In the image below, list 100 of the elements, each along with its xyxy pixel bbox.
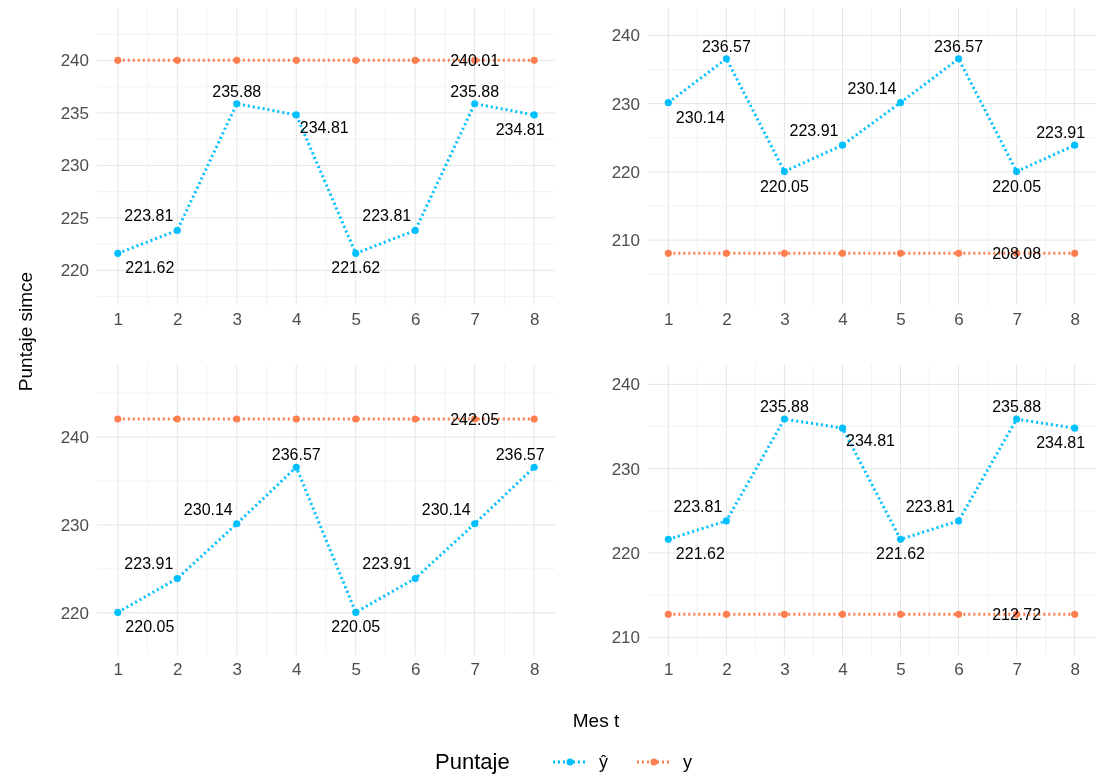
point: [292, 463, 300, 471]
point: [411, 415, 419, 423]
y-tick-label: 230: [611, 459, 640, 479]
y-tick-label: 240: [611, 26, 640, 46]
y-tick-label: 220: [60, 603, 89, 623]
y-tick-label: 240: [60, 51, 89, 71]
x-tick-label: 7: [470, 660, 480, 680]
point: [722, 55, 730, 63]
data-label: 221.62: [876, 545, 926, 563]
point: [664, 610, 672, 618]
point: [1071, 141, 1079, 149]
point: [173, 415, 181, 423]
x-tick-label: 2: [722, 660, 732, 680]
data-label: 212.72: [992, 606, 1042, 624]
data-label: 234.81: [846, 432, 896, 450]
point: [352, 56, 360, 64]
point: [896, 535, 905, 543]
data-label: 220.05: [992, 177, 1042, 195]
point: [1071, 424, 1079, 432]
x-tick-label: 8: [1070, 660, 1080, 680]
point: [352, 249, 360, 257]
point: [471, 520, 479, 528]
point: [173, 226, 181, 234]
data-label: 220.05: [759, 177, 809, 195]
point: [114, 56, 122, 64]
y-tick-label: 220: [611, 543, 640, 563]
point: [114, 415, 122, 423]
x-tick-label: 8: [529, 660, 540, 680]
data-label: 236.57: [934, 37, 984, 55]
x-tick-label: 1: [664, 310, 674, 330]
point: [664, 249, 672, 257]
point: [292, 415, 300, 423]
x-tick-label: 5: [351, 660, 361, 680]
point: [471, 100, 479, 108]
x-axis-title: Mes t: [572, 710, 620, 731]
x-tick-label: 3: [232, 310, 243, 330]
point: [896, 99, 905, 107]
point: [780, 249, 788, 257]
point: [530, 56, 538, 64]
y-tick-label: 230: [611, 94, 640, 114]
point: [896, 249, 905, 257]
point: [114, 249, 122, 257]
x-tick-label: 2: [173, 310, 183, 330]
data-label: 223.91: [124, 555, 174, 573]
data-label: 235.88: [992, 398, 1042, 416]
y-tick-label: 220: [611, 162, 640, 182]
data-label: 221.62: [675, 545, 725, 563]
y-axis-title: Puntaje simce: [15, 271, 36, 392]
y-tick-label: 225: [60, 208, 89, 228]
x-tick-label: 3: [780, 660, 790, 680]
point: [411, 226, 419, 234]
x-tick-label: 8: [1070, 310, 1080, 330]
data-label: 236.57: [495, 446, 545, 464]
data-label: 223.91: [1036, 124, 1086, 142]
y-tick-label: 230: [60, 156, 89, 176]
point: [722, 517, 730, 525]
data-label: 235.88: [450, 82, 500, 100]
y-tick-label: 235: [60, 103, 89, 123]
data-label: 220.05: [331, 618, 381, 636]
data-label: 221.62: [125, 259, 175, 277]
data-label: 208.08: [992, 245, 1042, 263]
x-tick-label: 6: [410, 310, 421, 330]
x-tick-label: 7: [470, 310, 480, 330]
point: [838, 141, 847, 149]
point: [114, 608, 122, 616]
data-label: 230.14: [183, 500, 233, 518]
x-tick-label: 6: [410, 660, 421, 680]
point: [292, 56, 300, 64]
x-tick-label: 1: [113, 310, 124, 330]
y-tick-label: 210: [611, 231, 640, 251]
x-tick-label: 6: [954, 660, 964, 680]
y-tick-label: 240: [60, 428, 89, 447]
point: [233, 100, 241, 108]
data-label: 220.05: [125, 618, 175, 636]
point: [411, 574, 419, 583]
point: [780, 415, 788, 423]
point: [233, 56, 241, 64]
x-tick-label: 1: [664, 660, 674, 680]
point: [1071, 249, 1079, 257]
x-tick-label: 5: [896, 310, 906, 330]
point: [780, 167, 788, 176]
legend-label: y: [683, 752, 692, 772]
x-tick-label: 3: [780, 310, 790, 330]
point: [722, 249, 730, 257]
data-label: 236.57: [271, 446, 321, 464]
x-tick-label: 4: [292, 310, 302, 330]
point: [664, 99, 672, 107]
point: [292, 111, 300, 119]
point: [664, 535, 672, 543]
x-tick-label: 7: [1012, 310, 1022, 330]
x-tick-label: 5: [896, 660, 906, 680]
data-label: 230.14: [847, 79, 897, 97]
x-tick-label: 4: [292, 660, 302, 680]
point: [173, 56, 181, 64]
x-tick-label: 4: [838, 660, 848, 680]
x-tick-label: 6: [954, 310, 964, 330]
x-tick-label: 5: [351, 310, 361, 330]
point: [173, 574, 181, 583]
x-tick-label: 8: [529, 310, 540, 330]
data-label: 234.81: [1036, 434, 1086, 452]
